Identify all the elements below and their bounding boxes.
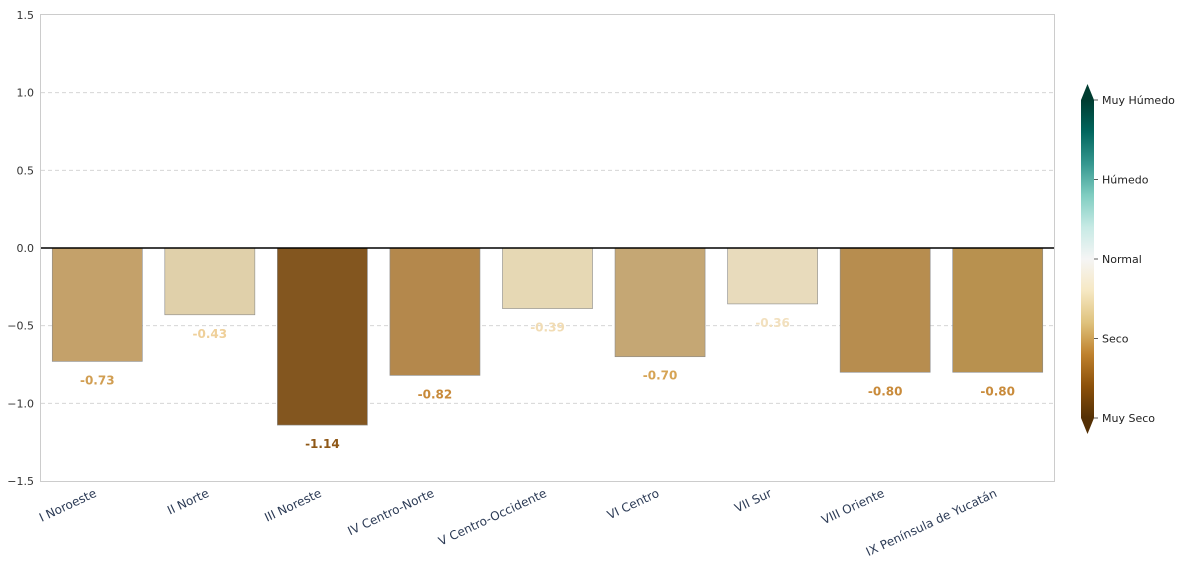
bar (952, 247, 1044, 373)
colorbar-tick-label: Seco (1102, 333, 1129, 346)
colorbar-legend: Muy Húmedo Húmedo Normal Seco Muy Seco (1081, 84, 1175, 434)
bar (389, 247, 481, 376)
bar (614, 247, 706, 358)
bar-value-label: -0.36 (755, 316, 790, 330)
colorbar-extend-bottom (1081, 418, 1094, 434)
y-tick-label: 0.0 (17, 242, 35, 255)
y-axis-ticks: −1.5 −1.0 −0.5 0.0 0.5 1.0 1.5 (7, 9, 34, 488)
bar-value-label: -0.80 (980, 384, 1015, 398)
y-tick-label: 0.5 (17, 164, 35, 177)
y-tick-label: 1.5 (17, 9, 35, 22)
bar-value-label: -1.14 (305, 437, 340, 451)
x-category-label: VIII Oriente (819, 486, 886, 527)
bars (51, 247, 1044, 426)
bar (502, 247, 593, 309)
x-category-label: IV Centro-Norte (346, 486, 437, 538)
y-tick-label: 1.0 (17, 87, 35, 100)
y-tick-label: −1.0 (7, 397, 34, 410)
colorbar-tick-label: Húmedo (1102, 174, 1149, 187)
bar-value-label: -0.43 (193, 327, 228, 341)
plot-frame (40, 14, 1055, 482)
bar (164, 247, 256, 316)
x-category-label: III Noreste (262, 486, 323, 525)
x-axis-categories: I Noroeste II Norte III Noreste IV Centro-N… (37, 486, 999, 559)
colorbar-gradient (1081, 100, 1094, 418)
bar (839, 247, 931, 373)
bar-value-label: -0.82 (418, 387, 453, 401)
bar-value-label: -0.70 (643, 369, 678, 383)
x-category-label: VI Centro (605, 486, 661, 522)
bar-value-label: -0.39 (530, 321, 565, 335)
y-tick-label: −0.5 (7, 320, 34, 333)
bar (51, 247, 143, 362)
grid (41, 92, 1054, 404)
colorbar-tick-label: Muy Seco (1102, 412, 1155, 425)
x-category-label: V Centro-Occidente (436, 486, 549, 548)
bar-value-label: -0.80 (868, 384, 903, 398)
x-category-label: I Noroeste (37, 486, 99, 525)
bar-value-label: -0.73 (80, 373, 115, 387)
colorbar-tick-label: Muy Húmedo (1102, 94, 1175, 107)
x-category-label: II Norte (165, 486, 211, 517)
y-tick-label: −1.5 (7, 475, 34, 488)
bar (277, 247, 368, 426)
bar (727, 247, 818, 305)
colorbar-tick-label: Normal (1102, 253, 1142, 266)
data-labels: -0.73 -0.43 -1.14 -0.82 -0.39 -0.70 -0.36 -0.80… (80, 316, 1015, 451)
colorbar-extend-top (1081, 84, 1094, 100)
x-category-label: VII Sur (732, 486, 774, 515)
